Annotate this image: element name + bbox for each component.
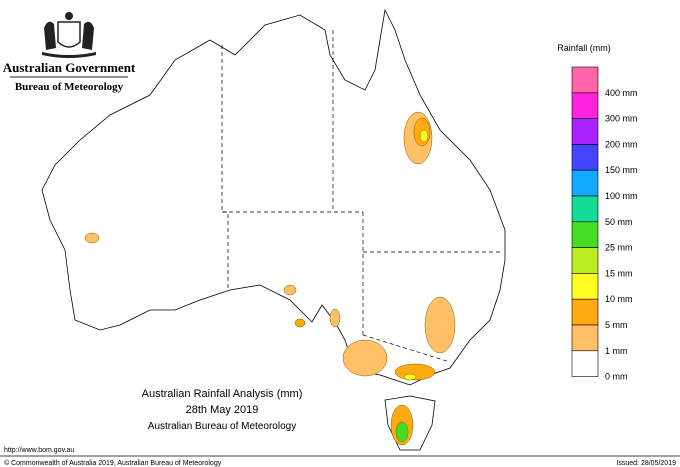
map-title: Australian Rainfall Analysis (mm) [142, 388, 303, 400]
footer-copyright: © Commonwealth of Australia 2019, Austra… [4, 459, 222, 467]
header-government: Australian Government [3, 60, 136, 75]
legend-label: 300 mm [605, 114, 638, 124]
legend-swatch [571, 324, 599, 352]
legend-label: 150 mm [605, 165, 638, 175]
legend: 400 mm 300 mm 200 mm 150 mm 100 mm 50 mm 25 mm… [571, 66, 638, 382]
map [41, 8, 506, 451]
legend-swatch [571, 169, 599, 197]
map-source: Australian Bureau of Meteorology [148, 421, 296, 432]
header-agency: Bureau of Meteorology [15, 81, 124, 93]
legend-label: 400 mm [605, 88, 638, 98]
legend-swatch [571, 144, 599, 171]
legend-title: Rainfall (mm) [557, 43, 611, 53]
legend-label: 5 mm [605, 320, 628, 330]
legend-swatch [571, 273, 599, 300]
legend-swatch [571, 221, 599, 248]
legend-swatch [571, 350, 599, 377]
legend-label: 1 mm [605, 346, 628, 356]
legend-swatch [571, 298, 599, 326]
legend-label: 15 mm [605, 268, 633, 278]
map-date: 28th May 2019 [186, 404, 259, 416]
legend-label: 25 mm [605, 243, 633, 253]
mainland [41, 8, 506, 386]
legend-swatch [571, 92, 599, 119]
legend-swatch [571, 118, 599, 145]
legend-swatch [571, 195, 599, 223]
legend-label: 200 mm [605, 139, 638, 149]
footer-issued: Issued: 28/05/2019 [616, 460, 676, 467]
footer-url: http://www.bom.gov.au [4, 447, 74, 454]
coat-of-arms [42, 12, 96, 58]
legend-label: 0 mm [605, 372, 628, 382]
legend-label: 50 mm [605, 217, 633, 227]
legend-label: 10 mm [605, 294, 633, 304]
rainfall-areas [84, 111, 456, 446]
legend-swatch [571, 247, 599, 274]
state-borders [221, 30, 500, 363]
legend-swatch [571, 66, 599, 94]
legend-label: 100 mm [605, 191, 638, 201]
